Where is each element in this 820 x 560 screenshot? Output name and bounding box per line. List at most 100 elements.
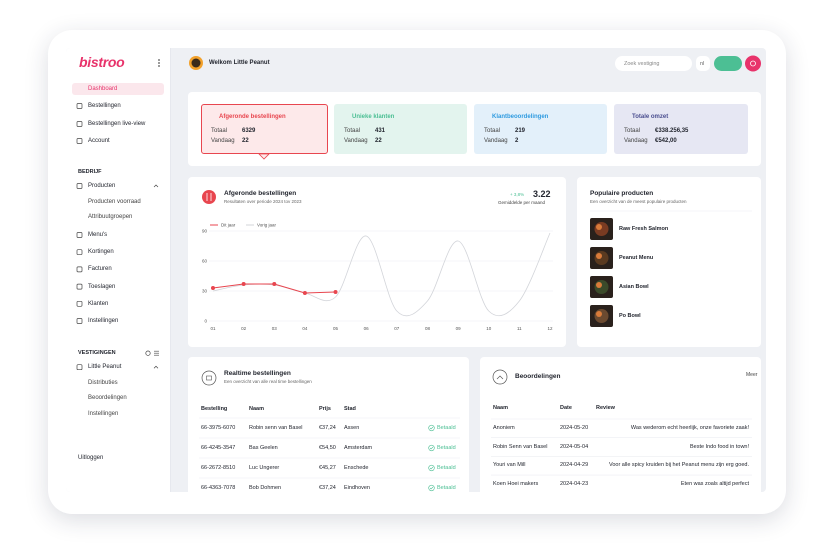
- stat-label: Vandaag: [344, 138, 368, 144]
- table-header: Naam: [493, 405, 508, 411]
- series-point: [241, 282, 246, 286]
- reviews-more[interactable]: Meer: [746, 372, 758, 378]
- table-cell: €37,24: [319, 485, 336, 491]
- table-cell: Was wederom echt heerlijk, onze favoriet…: [630, 425, 749, 431]
- active-menu-bg: [72, 83, 164, 95]
- status-check: [429, 486, 434, 490]
- stat-value: €542,00: [655, 138, 677, 144]
- language[interactable]: nl: [700, 60, 705, 67]
- chevron: [153, 365, 159, 369]
- y-tick-label: 60: [202, 259, 208, 264]
- table-cell: €54,50: [319, 445, 336, 451]
- notification-icon: [750, 60, 756, 67]
- table-cell: Luc Ungerer: [249, 465, 280, 471]
- menu-item[interactable]: Little Peanut: [88, 364, 122, 371]
- realtime-icon-glyph: [206, 375, 212, 381]
- stat-value: 6329: [242, 128, 256, 134]
- realtime-subtitle: Een overzicht van alle real time bestell…: [224, 379, 312, 384]
- status-label: Betaald: [437, 465, 456, 471]
- menu-icon: [76, 249, 83, 256]
- search-placeholder[interactable]: Zoek vestiging: [624, 60, 660, 67]
- x-tick-label: 09: [456, 326, 462, 331]
- y-tick-label: 0: [204, 319, 207, 324]
- stat-card[interactable]: [474, 104, 607, 154]
- table-header: Naam: [249, 406, 264, 412]
- menu-icon: [76, 121, 83, 127]
- language-box: [696, 56, 710, 71]
- table-cell: 2024-04-29: [560, 462, 589, 469]
- stat-value: 2: [515, 138, 519, 144]
- avatar-inner: [191, 58, 201, 68]
- submenu-item[interactable]: Distributies: [88, 379, 118, 386]
- section-icon: [145, 350, 151, 356]
- status-icon: [428, 464, 435, 472]
- x-tick-label: 08: [425, 326, 431, 331]
- table-header: Date: [560, 405, 572, 411]
- menu-icon: [76, 318, 83, 324]
- stat-card[interactable]: [334, 104, 467, 154]
- menu-item[interactable]: Dashboard: [88, 86, 118, 92]
- table-header: Review: [596, 405, 615, 411]
- stat-label: Totaal: [484, 128, 501, 134]
- menu-dots: [158, 59, 160, 61]
- product-name[interactable]: Raw Fresh Salmon: [619, 226, 669, 232]
- x-tick-label: 11: [517, 326, 522, 331]
- submenu-item[interactable]: Attribuutgroepen: [88, 214, 133, 220]
- table-cell: Anoniem: [493, 425, 515, 431]
- x-tick-label: 12: [547, 326, 553, 331]
- chart-subtitle: Resultaten over periode 2024 tov 2023: [224, 199, 302, 204]
- table-cell: 66-4363-7078: [201, 485, 236, 491]
- menu-item[interactable]: Account: [88, 138, 110, 144]
- product-image-food: [594, 280, 609, 294]
- toggle[interactable]: [714, 56, 742, 71]
- menu-item[interactable]: Menu's: [88, 232, 108, 238]
- reviews-icon: [492, 369, 508, 385]
- product-name[interactable]: Po Bowl: [619, 313, 641, 319]
- product-name[interactable]: Peanut Menu: [619, 255, 654, 261]
- series-line: [212, 232, 551, 317]
- menu-icon: [76, 232, 83, 238]
- stat-card[interactable]: [201, 104, 328, 154]
- menu-item[interactable]: Klanten: [88, 300, 109, 307]
- product-image-food: [594, 309, 609, 323]
- stat-card-pointer: [258, 153, 270, 160]
- status-label: Betaald: [437, 485, 456, 491]
- menu-item[interactable]: Kortingen: [88, 249, 114, 256]
- product-image-food: [596, 282, 602, 288]
- popular-subtitle: Een overzicht van de meest populaire pro…: [590, 199, 687, 204]
- y-tick-label: 30: [202, 289, 208, 294]
- submenu-item[interactable]: Producten voorraad: [88, 198, 141, 205]
- legend-label: Vorig jaar: [257, 223, 277, 228]
- table-cell: Enschede: [344, 465, 369, 471]
- stat-title: Afgeronde bestellingen: [219, 114, 286, 120]
- table-cell: 2024-05-04: [560, 443, 589, 450]
- reviews-title: Beoordelingen: [515, 373, 561, 380]
- table-cell: Koen Hoei makers: [493, 481, 539, 488]
- submenu-item[interactable]: Instellingen: [88, 410, 119, 417]
- menu-item[interactable]: Facturen: [88, 266, 112, 273]
- submenu-item[interactable]: Beoordelingen: [88, 395, 127, 402]
- menu-item[interactable]: Producten: [88, 183, 116, 189]
- product-image-food: [594, 251, 609, 265]
- menu-dots: [158, 62, 160, 64]
- menu-item[interactable]: Bestellingen live-view: [88, 121, 146, 127]
- logout[interactable]: Uitloggen: [78, 455, 104, 461]
- stat-value: 22: [375, 138, 382, 144]
- reviews-icon-glyph: [496, 375, 504, 380]
- x-tick-label: 10: [486, 326, 492, 331]
- menu-item[interactable]: Bestellingen: [88, 103, 121, 109]
- product-name[interactable]: Asian Bowl: [619, 284, 649, 290]
- x-tick-label: 07: [394, 326, 400, 331]
- logo: bistroo: [79, 54, 125, 70]
- stat-card[interactable]: [614, 104, 748, 154]
- chart-average-label: Gemiddelde per maand: [498, 200, 546, 205]
- table-cell: 66-3975-6070: [201, 425, 236, 431]
- menu-item[interactable]: Instellingen: [88, 318, 119, 324]
- menu-item[interactable]: Toeslagen: [88, 283, 116, 290]
- legend-label: Dit jaar: [221, 223, 236, 228]
- x-tick-label: 06: [364, 326, 370, 331]
- chart-title: Afgeronde bestellingen: [224, 190, 297, 197]
- series-point: [333, 290, 338, 294]
- table-cell: 66-2672-8510: [201, 465, 236, 471]
- menu-dots: [158, 65, 160, 67]
